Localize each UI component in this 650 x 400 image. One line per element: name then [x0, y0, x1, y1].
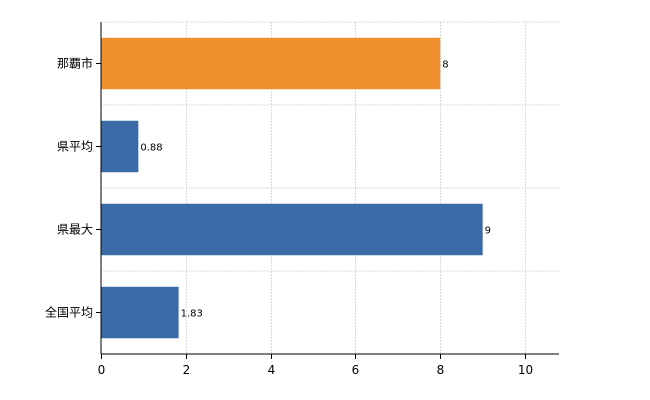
- x-tick-label-4: 4: [268, 363, 276, 377]
- x-tick-label-6: 6: [352, 363, 360, 377]
- bar-0: [101, 37, 441, 90]
- data-label-3: 1.83: [181, 309, 203, 320]
- category-label-1: 県平均: [57, 140, 93, 154]
- x-tick-label-10: 10: [518, 363, 533, 377]
- bar-3: [101, 286, 179, 339]
- x-tick-label-0: 0: [98, 363, 106, 377]
- data-label-0: 8: [442, 60, 448, 71]
- data-label-2: 9: [485, 226, 491, 237]
- data-label-1: 0.88: [140, 143, 162, 154]
- bars: [101, 37, 483, 339]
- x-tick-label-8: 8: [437, 363, 445, 377]
- category-label-2: 県最大: [57, 223, 93, 237]
- bar-2: [101, 203, 483, 256]
- bar-1: [101, 120, 139, 173]
- data-labels: 8 0.88 9 1.83: [140, 60, 491, 320]
- category-label-0: 那覇市: [57, 56, 93, 71]
- x-tick-label-2: 2: [183, 363, 191, 377]
- x-axis-ticks: 0 2 4 6 8 10: [98, 354, 533, 377]
- category-label-3: 全国平均: [45, 305, 93, 320]
